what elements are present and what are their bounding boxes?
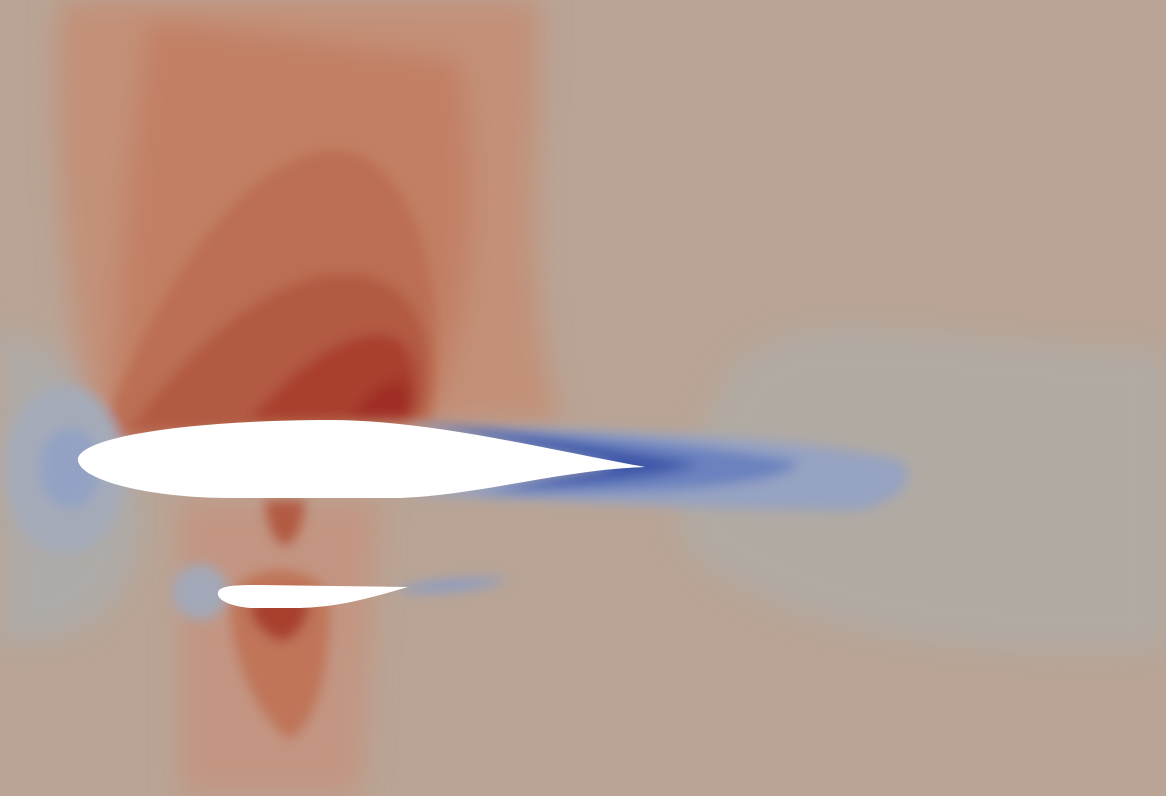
flap-airfoil [217,585,408,608]
pressure-region [5,150,436,740]
main-airfoil [77,420,645,498]
